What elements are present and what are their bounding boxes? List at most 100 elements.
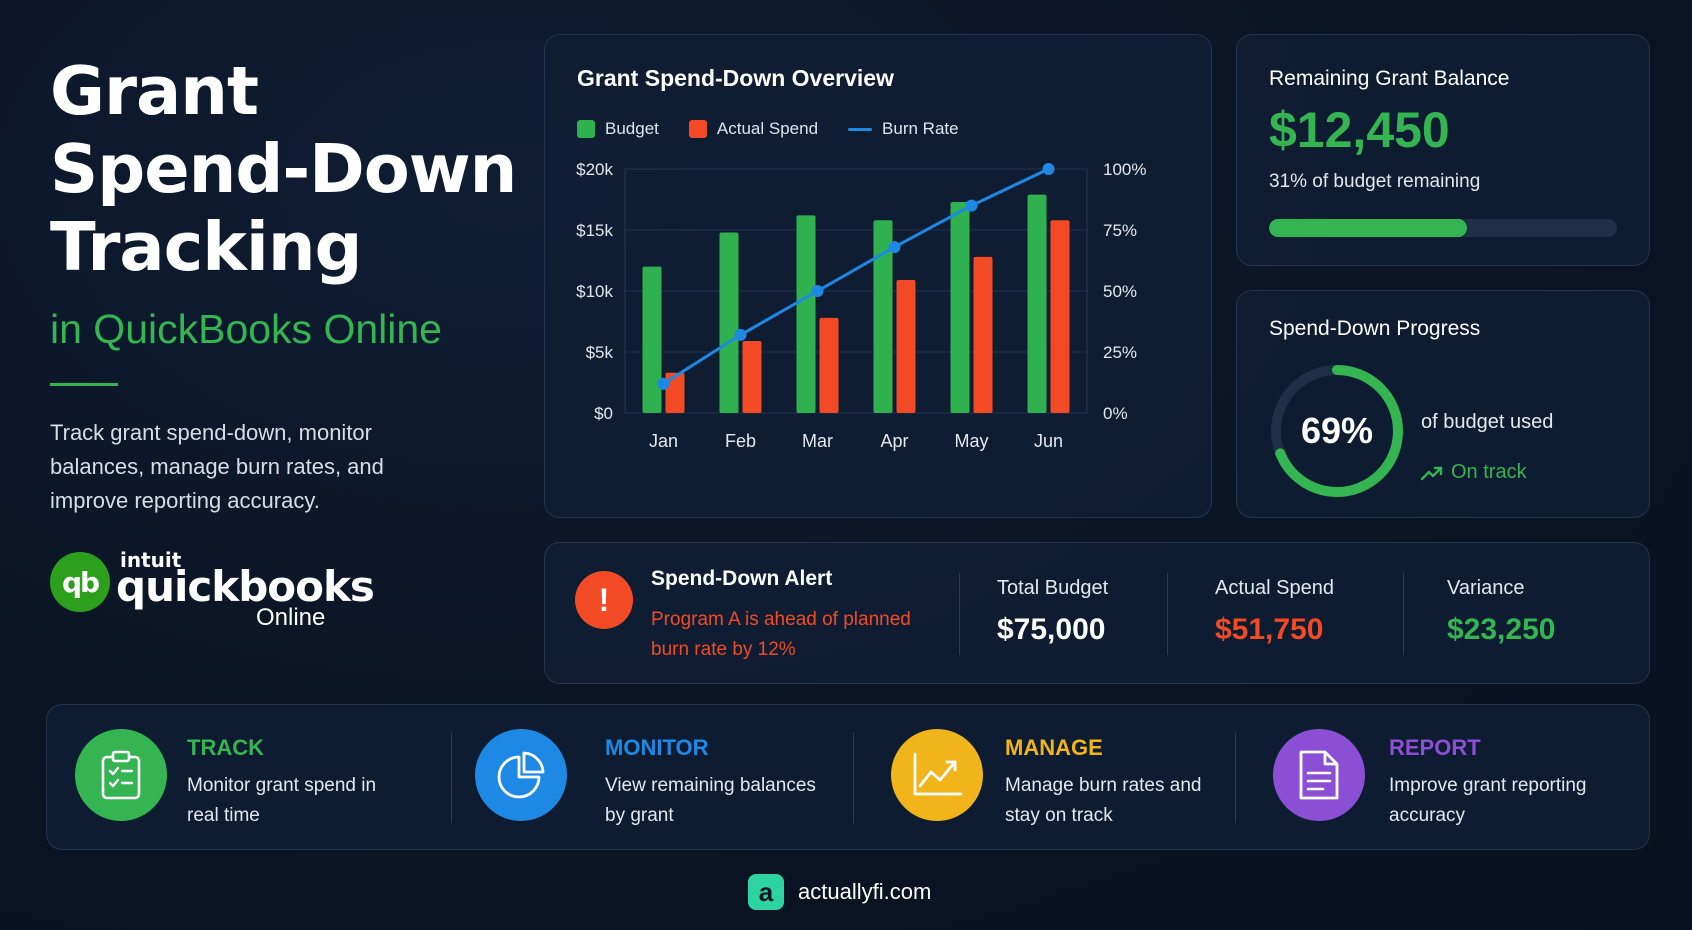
page-description: Track grant spend-down, monitor balances… (50, 420, 384, 513)
bar-actual-spend (896, 280, 916, 413)
actual-spend-value: $51,750 (1215, 613, 1324, 646)
y-left-tick-label: $15k (576, 221, 613, 240)
bar-budget (873, 220, 893, 413)
bar-budget (719, 232, 739, 413)
progress-status: On track (1421, 461, 1527, 484)
burn-rate-point (1042, 163, 1055, 175)
progress-label: Spend-Down Progress (1269, 317, 1481, 340)
legend-label-actual: Actual Spend (716, 119, 819, 138)
feature-divider (853, 733, 854, 823)
legend-label-budget: Budget (605, 119, 659, 138)
balance-amount: $12,450 (1269, 102, 1450, 158)
feature-monitor: MONITOR View remaining balances by grant (457, 705, 837, 851)
progress-ring-arc (1271, 365, 1403, 497)
progress-percent: 69% (1300, 410, 1374, 451)
burn-rate-point (811, 285, 824, 297)
balance-progress-fill (1269, 219, 1468, 237)
total-budget-value: $75,000 (997, 613, 1106, 646)
y-right-tick-label: 100% (1103, 160, 1146, 179)
intuit-wordmark: intuit (120, 548, 182, 572)
balance-label: Remaining Grant Balance (1269, 67, 1510, 90)
legend-item-burn: Burn Rate (848, 119, 959, 139)
progress-status-label: On track (1451, 461, 1527, 483)
alert-icon: ! (575, 571, 633, 629)
feature-text-manage: Manage burn rates and stay on track (1005, 775, 1202, 826)
x-tick-label: Jan (649, 431, 678, 451)
legend-label-burn: Burn Rate (882, 119, 959, 138)
spend-down-chart-card: Grant Spend-Down Overview Budget Actual … (544, 34, 1212, 518)
bar-budget (796, 215, 816, 413)
feature-title-monitor: MONITOR (605, 735, 709, 760)
features-card: TRACK Monitor grant spend in real time M… (46, 704, 1650, 850)
hero-section: Grant Spend-Down Tracking in QuickBooks … (50, 52, 520, 518)
stat-divider (1167, 573, 1168, 655)
bar-actual-spend (665, 372, 685, 413)
bar-budget (1027, 194, 1047, 413)
quickbooks-mark-icon: qb (50, 552, 110, 612)
remaining-balance-card: Remaining Grant Balance $12,450 31% of b… (1236, 34, 1650, 266)
burn-rate-point (734, 328, 747, 341)
clipboard-check-icon (75, 729, 167, 821)
feature-divider (451, 733, 452, 823)
x-tick-label: May (954, 431, 988, 451)
bar-actual-spend (819, 317, 839, 413)
y-right-tick-label: 0% (1103, 404, 1128, 423)
quickbooks-wordmark: quickbooks (116, 562, 375, 611)
y-left-tick-label: $5k (586, 343, 614, 362)
x-tick-label: Jun (1034, 431, 1063, 451)
legend-item-budget: Budget (577, 119, 659, 139)
variance-label: Variance (1447, 577, 1525, 599)
x-tick-label: Mar (802, 431, 833, 451)
progress-ring-svg (1271, 365, 1403, 497)
progress-used-text: of budget used (1421, 411, 1554, 433)
burn-rate-point (965, 199, 978, 212)
page-title: Grant Spend-Down Tracking (50, 52, 520, 286)
bar-actual-spend (973, 256, 993, 413)
footer-website-link[interactable]: actuallyfi.com (798, 879, 932, 904)
feature-report: REPORT Improve grant reporting accuracy (1241, 705, 1641, 851)
feature-title-manage: MANAGE (1005, 735, 1103, 760)
alert-title: Spend-Down Alert (651, 567, 833, 590)
feature-title-report: REPORT (1389, 735, 1481, 760)
trend-up-icon (1421, 466, 1443, 480)
stat-divider (1403, 573, 1404, 655)
y-right-tick-label: 75% (1103, 221, 1137, 240)
bar-actual-spend (1050, 220, 1070, 413)
y-right-tick-label: 50% (1103, 282, 1137, 301)
progress-ring: 69% (1269, 363, 1405, 499)
accent-divider (50, 383, 118, 386)
legend-swatch-actual (688, 120, 707, 138)
feature-text-report: Improve grant reporting accuracy (1389, 775, 1587, 826)
burn-rate-point (657, 377, 670, 390)
y-left-tick-label: $20k (576, 160, 613, 179)
feature-divider (1235, 733, 1236, 823)
page-subtitle: in QuickBooks Online (50, 306, 442, 352)
document-icon (1273, 729, 1365, 821)
bar-budget (642, 266, 662, 413)
pie-chart-icon (475, 729, 567, 821)
alert-message: Program A is ahead of planned burn rate … (651, 609, 911, 660)
bar-actual-spend (742, 341, 762, 413)
variance-value: $23,250 (1447, 613, 1556, 646)
title-line-3: Tracking (50, 208, 363, 286)
title-line-1: Grant (50, 52, 259, 130)
spend-down-chart: $0 $5k $10k $15k $20k 0% 25% 50% 75% 100% Jan Feb Ma… (576, 160, 1146, 451)
feature-manage: MANAGE Manage burn rates and stay on tra… (857, 705, 1227, 851)
actuallyfi-logo-icon: a (748, 874, 784, 910)
feature-text-track: Monitor grant spend in real time (187, 775, 377, 826)
legend-swatch-budget (577, 120, 595, 138)
feature-text-monitor: View remaining balances by grant (605, 775, 816, 826)
total-budget-label: Total Budget (997, 577, 1109, 599)
feature-track: TRACK Monitor grant spend in real time (47, 705, 447, 851)
x-tick-label: Apr (880, 431, 908, 451)
balance-remaining-text: 31% of budget remaining (1269, 171, 1481, 192)
burn-rate-point (888, 241, 901, 254)
quickbooks-product-name: Online (256, 604, 326, 631)
title-line-2: Spend-Down (50, 130, 517, 208)
balance-progress-bar (1269, 219, 1617, 237)
spend-down-alert-card: ! Spend-Down Alert Program A is ahead of… (544, 542, 1650, 684)
quickbooks-logo: qb intuit quickbooks Online (50, 548, 375, 632)
trend-chart-icon (891, 729, 983, 821)
burn-rate-line (662, 167, 1050, 385)
y-left-tick-label: $0 (594, 404, 613, 423)
